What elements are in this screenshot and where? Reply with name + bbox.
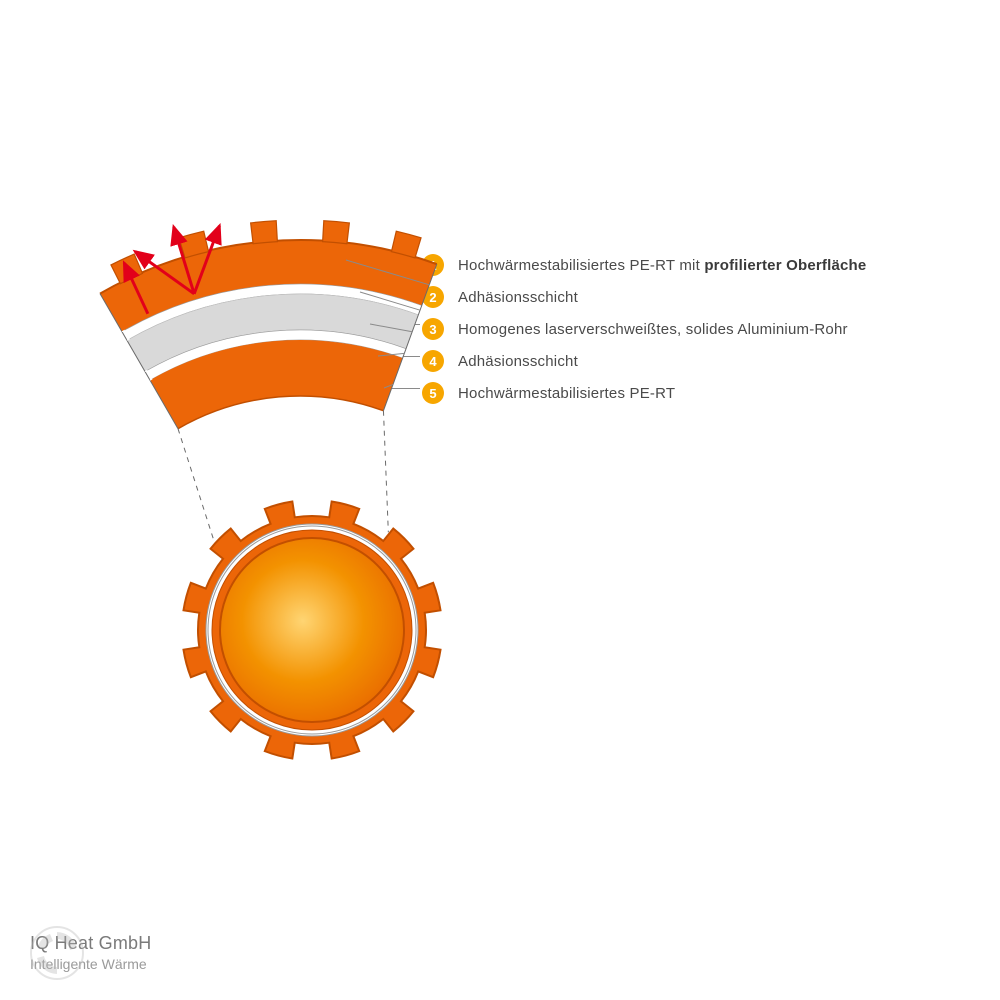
footer: IQ Heat GmbH Intelligente Wärme <box>30 933 151 972</box>
pipe-cross-section <box>0 0 1000 1000</box>
company-logo-icon <box>30 926 84 980</box>
